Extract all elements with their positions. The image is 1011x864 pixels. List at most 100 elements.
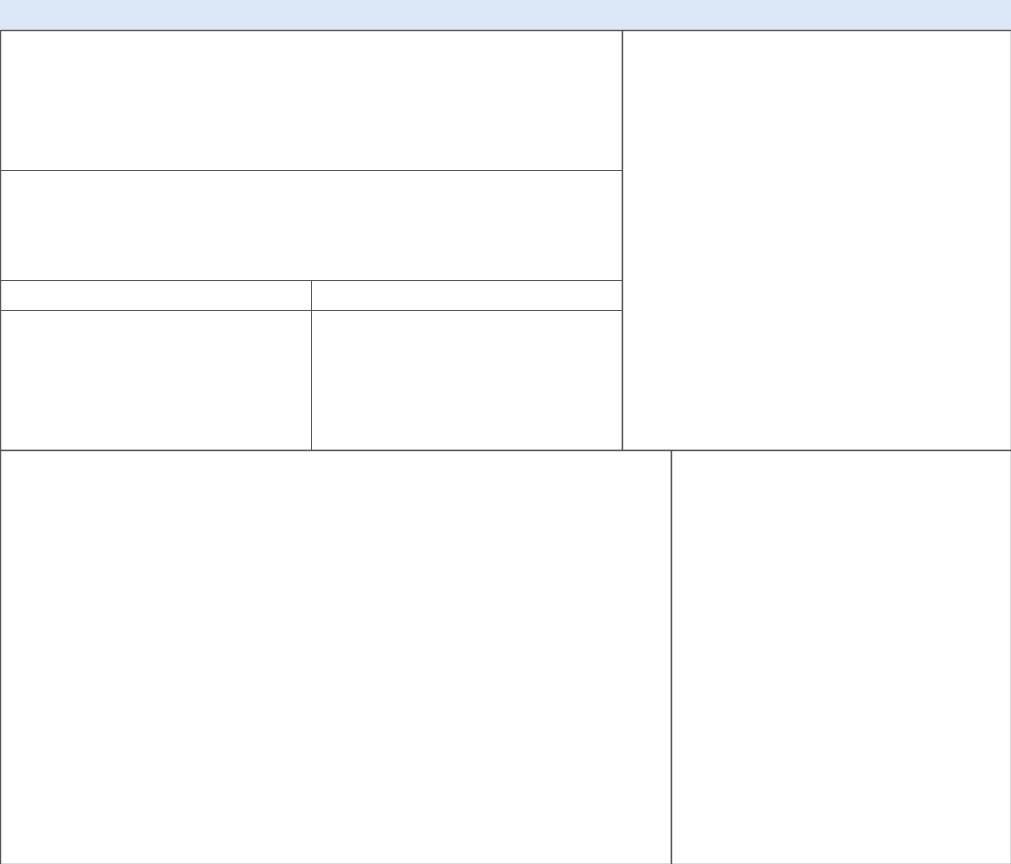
Bar <box>797 66 830 87</box>
Bar <box>466 417 472 430</box>
Text: American Indian: American Indian <box>624 151 710 161</box>
Text: 0.1%: 0.1% <box>162 411 186 421</box>
Text: Islander: Islander <box>624 199 666 208</box>
Text: CA resident: CA resident <box>194 645 258 655</box>
Text: Trend Categories: Trend Categories <box>14 481 108 491</box>
Text: 9: 9 <box>872 805 879 816</box>
Text: citizenship: citizenship <box>801 472 882 485</box>
Bar <box>678 570 989 571</box>
Text: 2.9%: 2.9% <box>815 309 841 320</box>
Text: Gender identity: Gender identity <box>82 289 180 302</box>
Text: 10,284: 10,284 <box>545 5 620 24</box>
Text: 32%: 32% <box>294 238 321 251</box>
Text: ?: ? <box>536 290 541 301</box>
Text: Japan: Japan <box>682 662 712 672</box>
Text: 13: 13 <box>869 758 883 767</box>
Bar <box>678 774 989 798</box>
Text: Transgender Man/Trans Man: Transgender Man/Trans Man <box>4 367 142 378</box>
Text: 60.7%: 60.7% <box>231 321 261 332</box>
Text: Indonesia: Indonesia <box>682 758 733 767</box>
Text: Percent: Percent <box>935 556 975 567</box>
Text: Taiwan: Taiwan <box>682 686 718 696</box>
Bar <box>678 583 989 607</box>
Bar <box>466 388 478 402</box>
Bar <box>994 578 1004 633</box>
Text: ?: ? <box>104 481 109 491</box>
Text: 37.5%: 37.5% <box>202 336 234 346</box>
Text: 24.0%: 24.0% <box>919 270 952 280</box>
Bar <box>678 798 989 823</box>
Text: 62: 62 <box>869 614 883 624</box>
Bar <box>466 327 581 340</box>
Bar <box>156 322 228 331</box>
Text: ?: ? <box>208 290 213 301</box>
Bar <box>678 679 989 702</box>
Text: Nonbinary: Nonbinary <box>4 353 55 363</box>
Text: ▼: ▼ <box>642 496 649 505</box>
Text: Bisexual: Bisexual <box>315 360 362 371</box>
Bar <box>125 231 284 257</box>
Text: Saudi Arabia: Saudi Arabia <box>682 734 749 744</box>
Text: 9%: 9% <box>949 614 966 624</box>
Circle shape <box>202 288 218 303</box>
Bar <box>797 145 802 167</box>
Bar <box>678 655 989 679</box>
Bar <box>466 359 483 372</box>
Bar <box>678 751 989 774</box>
Text: India: India <box>682 614 709 624</box>
Circle shape <box>531 288 547 303</box>
Text: CA residency: CA residency <box>17 494 94 507</box>
Text: 15: 15 <box>869 734 883 744</box>
Text: Pell grant
(UG only): Pell grant (UG only) <box>7 183 72 212</box>
Bar <box>156 337 201 346</box>
Bar <box>797 224 964 246</box>
Text: 6.7%: 6.7% <box>834 72 860 81</box>
Text: 24: 24 <box>869 686 883 696</box>
Bar <box>33 38 547 66</box>
Text: White: White <box>624 270 654 280</box>
Text: Heterosexual or straight: Heterosexual or straight <box>315 328 451 339</box>
Text: 2%: 2% <box>949 758 966 767</box>
Text: 0.1%: 0.1% <box>162 397 186 406</box>
Text: Nonresident domestic: Nonresident domestic <box>427 816 534 826</box>
Bar <box>797 105 916 127</box>
Text: Level:: Level: <box>77 542 111 555</box>
Text: Campus: Los Angeles: Campus: Los Angeles <box>682 505 795 515</box>
Bar <box>678 560 989 583</box>
Bar <box>10 492 655 510</box>
Bar <box>95 78 125 97</box>
Bar <box>797 303 811 325</box>
Text: 298: 298 <box>865 567 886 576</box>
Text: 无: 无 <box>375 522 383 535</box>
Text: Singapore: Singapore <box>682 709 736 720</box>
Bar <box>678 607 989 631</box>
Bar <box>678 484 992 554</box>
Bar <box>156 353 158 362</box>
Text: Man: Man <box>4 336 24 346</box>
Text: 10%: 10% <box>946 590 970 600</box>
Text: 11%: 11% <box>486 360 511 371</box>
Bar <box>797 343 831 365</box>
Text: 5%: 5% <box>949 662 966 672</box>
Text: 43: 43 <box>869 638 883 648</box>
Text: 8%: 8% <box>481 390 499 399</box>
Text: Degree program:: Degree program: <box>269 542 370 555</box>
Text: 77%: 77% <box>548 327 576 340</box>
Text: Demographic trends by CA residency: Demographic trends by CA residency <box>177 456 494 472</box>
Text: China: China <box>682 567 713 576</box>
Text: Unknown: Unknown <box>315 390 367 399</box>
Text: 0.1%: 0.1% <box>162 382 186 391</box>
Text: International: International <box>624 349 691 359</box>
Text: Fall term: 2023: Fall term: 2023 <box>682 489 761 499</box>
Text: 11: 11 <box>869 781 883 791</box>
Circle shape <box>99 479 113 492</box>
Text: California
residency: California residency <box>0 97 58 125</box>
Text: Transgender Woman/Trans Woman: Transgender Woman/Trans Woman <box>4 411 173 421</box>
Text: Native Hawaiian/Pacific: Native Hawaiian/Pacific <box>624 186 746 195</box>
Text: 37: 37 <box>869 662 883 672</box>
Text: 1.2%: 1.2% <box>160 353 184 363</box>
Text: African American: African American <box>624 72 714 81</box>
Bar <box>125 184 279 211</box>
Text: 6%: 6% <box>949 638 966 648</box>
Text: 67: 67 <box>869 590 883 600</box>
